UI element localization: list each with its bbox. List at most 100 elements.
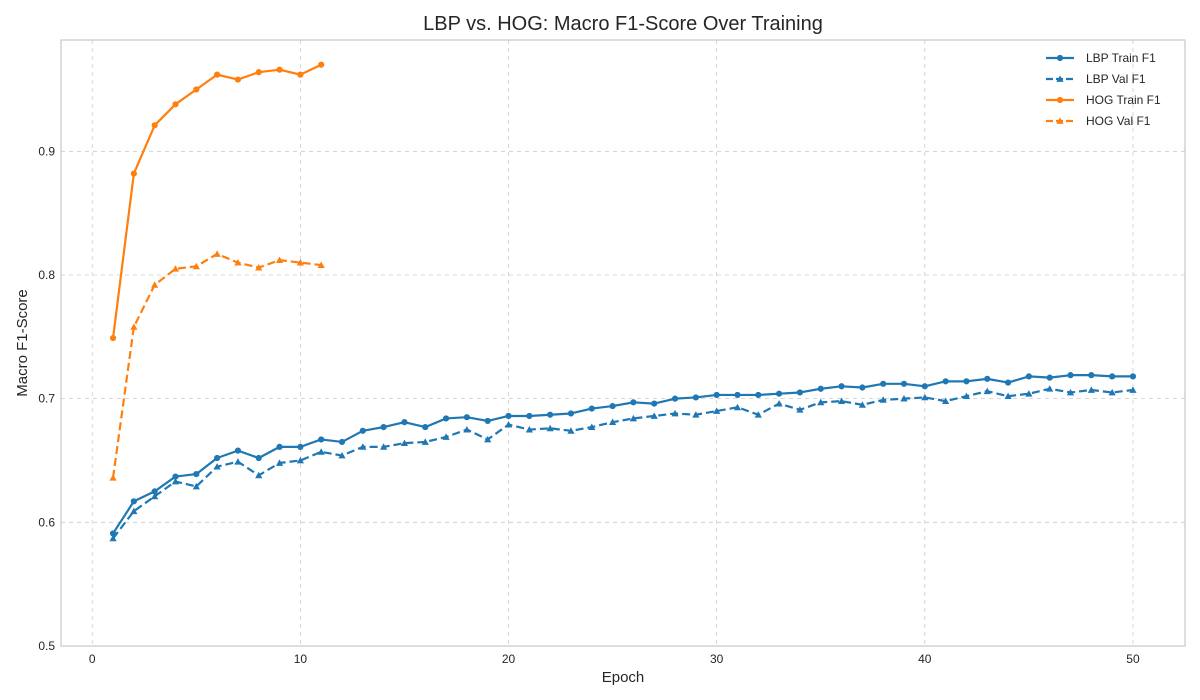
data-point	[900, 380, 908, 387]
legend-label: LBP Train F1	[1086, 51, 1156, 65]
data-point	[1129, 386, 1137, 393]
data-point	[172, 473, 179, 480]
data-point	[1088, 372, 1095, 379]
data-point	[255, 263, 263, 271]
legend-label: HOG Val F1	[1086, 114, 1151, 128]
legend-marker	[1056, 96, 1064, 104]
data-point	[733, 403, 742, 411]
data-point	[318, 436, 325, 443]
data-point	[734, 391, 741, 399]
data-point	[505, 412, 512, 420]
y-tick-label: 0.5	[38, 639, 55, 653]
data-point	[151, 281, 159, 288]
data-point	[859, 384, 866, 391]
x-tick-label: 40	[918, 652, 932, 666]
data-point	[463, 414, 470, 421]
data-point	[297, 71, 304, 78]
tick-layer: 0 10 20 30 40 50 0.5 0.6 0.7 0.8 0.9	[38, 144, 1140, 666]
data-point	[401, 419, 408, 426]
series-hog-val-f1	[109, 250, 325, 481]
data-point	[1046, 374, 1053, 381]
data-point	[775, 400, 783, 407]
data-point	[858, 401, 866, 408]
data-point	[109, 534, 117, 542]
legend-marker	[1056, 54, 1064, 62]
series-lbp-train-f1	[109, 372, 1137, 537]
data-point	[380, 443, 388, 450]
data-point	[234, 259, 242, 266]
data-point	[547, 411, 554, 418]
data-point	[567, 427, 575, 434]
data-point	[130, 323, 138, 330]
data-point	[400, 439, 409, 447]
legend-marker	[1056, 117, 1064, 124]
data-point	[921, 393, 929, 401]
x-axis-label: Epoch	[602, 669, 645, 686]
data-point	[296, 456, 304, 464]
data-point	[1109, 373, 1116, 380]
data-point	[504, 421, 513, 428]
data-point	[754, 411, 762, 418]
data-point	[879, 396, 887, 403]
data-point	[1004, 379, 1012, 386]
data-point	[963, 378, 970, 385]
data-point	[421, 438, 429, 445]
data-point	[921, 383, 928, 390]
data-point	[422, 423, 429, 431]
data-point	[1087, 386, 1095, 393]
data-point	[109, 474, 117, 481]
data-point	[588, 423, 596, 430]
data-point	[359, 427, 366, 434]
data-point	[942, 378, 949, 385]
x-tick-label: 0	[89, 652, 96, 666]
data-point	[629, 414, 638, 422]
y-tick-label: 0.7	[38, 392, 55, 406]
legend-item-lbp-train-f1: LBP Train F1	[1046, 51, 1156, 65]
data-point	[880, 380, 887, 387]
data-point	[109, 334, 117, 342]
data-point	[776, 390, 783, 397]
data-point	[1066, 388, 1075, 396]
chart-title: LBP vs. HOG: Macro F1-Score Over Trainin…	[423, 13, 823, 35]
legend-marker	[1056, 75, 1064, 82]
legend: LBP Train F1 LBP Val F1 HOG Train F1 HOG Va…	[1046, 51, 1161, 128]
data-point	[193, 86, 200, 93]
data-point	[837, 397, 846, 405]
data-point	[171, 477, 180, 485]
data-point	[276, 66, 283, 73]
data-point	[130, 507, 138, 515]
data-point	[609, 402, 616, 410]
data-point	[192, 262, 200, 270]
data-point	[234, 458, 242, 465]
data-point	[588, 405, 595, 412]
x-tick-label: 50	[1126, 652, 1140, 666]
data-point	[151, 122, 158, 129]
data-point	[546, 424, 554, 432]
data-point	[338, 438, 346, 446]
data-point	[338, 451, 346, 459]
data-point	[213, 250, 221, 257]
legend-item-lbp-val-f1: LBP Val F1	[1046, 72, 1146, 86]
x-tick-label: 10	[294, 652, 308, 666]
data-point	[900, 395, 908, 402]
data-point	[671, 395, 679, 402]
data-point	[171, 265, 180, 272]
legend-label: LBP Val F1	[1086, 72, 1146, 86]
data-point	[796, 389, 804, 396]
y-tick-label: 0.6	[38, 515, 55, 529]
legend-label: HOG Train F1	[1086, 93, 1161, 107]
data-point	[630, 399, 637, 406]
data-point	[1129, 373, 1137, 380]
data-point	[234, 447, 242, 454]
data-point	[318, 61, 325, 68]
data-point	[1004, 392, 1012, 400]
data-point	[526, 412, 533, 420]
plot-frame	[60, 39, 1186, 647]
data-point	[213, 463, 221, 470]
data-point	[234, 76, 242, 83]
data-point	[442, 415, 450, 422]
data-point	[1108, 388, 1116, 396]
legend-item-hog-val-f1: HOG Val F1	[1046, 114, 1151, 128]
data-point	[317, 448, 325, 455]
